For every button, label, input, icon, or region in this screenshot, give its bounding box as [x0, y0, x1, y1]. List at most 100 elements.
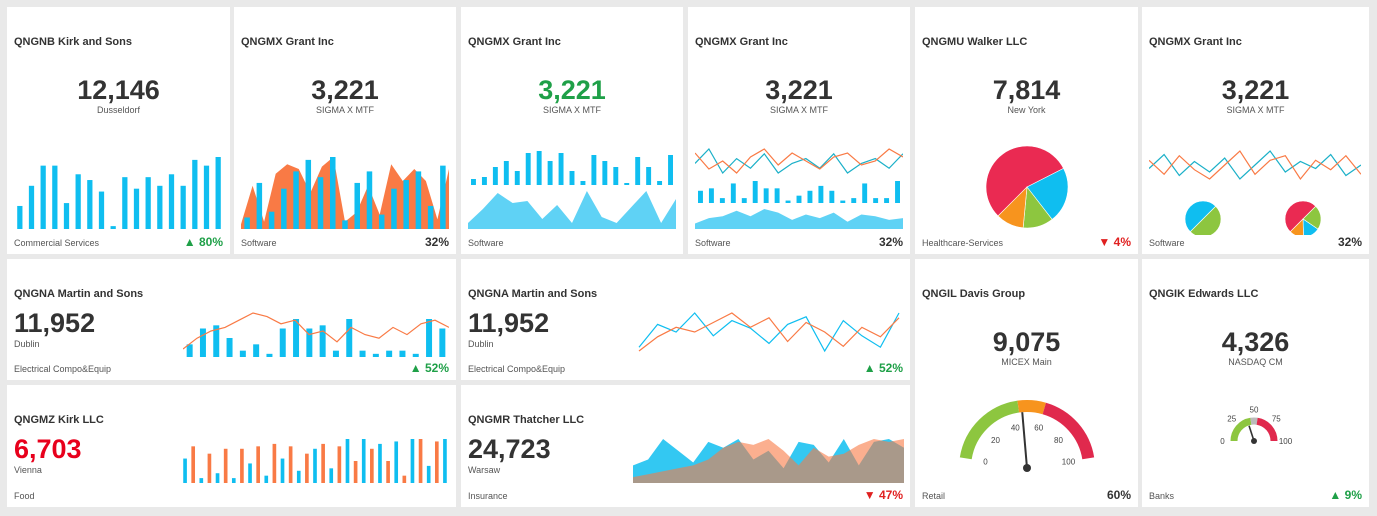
bar — [305, 453, 309, 483]
bar — [52, 165, 58, 229]
bar — [332, 350, 339, 357]
bar — [439, 328, 446, 357]
bar — [168, 174, 175, 229]
kpi-tile[interactable]: QNGMZ Kirk LLC 6,703 Vienna Food — [7, 385, 456, 507]
kpi-tile[interactable]: QNGNB Kirk and Sons 12,146 Dusseldorf Co… — [7, 7, 230, 254]
bar — [145, 177, 151, 229]
bar — [345, 439, 350, 483]
tile-title: QNGMZ Kirk LLC — [14, 414, 104, 426]
tile-value: 12,146 — [77, 75, 160, 105]
bar — [646, 167, 652, 185]
tile-change: 60% — [1106, 488, 1131, 502]
bar — [203, 165, 210, 229]
bar — [264, 475, 269, 483]
tile-value: 24,723 — [468, 434, 551, 464]
bar — [272, 443, 277, 483]
gauge-tick-label: 25 — [1227, 415, 1236, 424]
bar — [741, 198, 747, 203]
tile-value: 6,703 — [14, 434, 82, 464]
pie-chart — [985, 145, 1069, 229]
bar — [774, 188, 780, 203]
gauge-tick-label: 75 — [1272, 415, 1281, 424]
line-series — [1149, 150, 1361, 181]
trend-down-icon: ▼ — [1098, 235, 1111, 249]
kpi-tile[interactable]: QNGMX Grant Inc 3,221 SIGMA X MTF Softwa… — [234, 7, 456, 254]
gauge-tick-label: 100 — [1062, 457, 1076, 466]
bar — [17, 205, 23, 229]
sparkline-chart — [17, 157, 221, 229]
bar — [440, 165, 446, 229]
bar — [279, 328, 286, 357]
pie-slice — [1026, 167, 1069, 220]
bar — [330, 157, 336, 229]
bar — [354, 182, 360, 229]
tile-category: Healthcare-Services — [922, 238, 1004, 248]
bar — [192, 159, 198, 229]
bar — [240, 448, 244, 483]
tile-subtitle: Dusseldorf — [96, 105, 141, 115]
bar — [133, 188, 140, 229]
bar — [471, 179, 476, 185]
sparkline-chart — [468, 151, 676, 229]
tile-change: ▼ 4% — [1098, 235, 1131, 249]
kpi-tile[interactable]: QNGIK Edwards LLC 4,326 NASDAQ CM 0 25 50 7… — [1142, 259, 1369, 507]
tile-category: Software — [241, 238, 277, 248]
bar — [624, 183, 630, 185]
bar — [492, 167, 498, 185]
tile-change: ▲ 9% — [1329, 488, 1362, 502]
bar — [346, 319, 353, 357]
tile-value: 3,221 — [1221, 75, 1290, 105]
bar — [280, 458, 285, 483]
bar — [386, 350, 393, 357]
kpi-tile[interactable]: QNGMU Walker LLC 7,814 New York Healthca… — [915, 7, 1138, 254]
bar — [305, 159, 312, 229]
bar — [353, 461, 358, 483]
bar — [851, 198, 857, 203]
bar — [329, 468, 334, 483]
bar — [591, 155, 597, 185]
bar — [213, 325, 220, 357]
bar — [110, 226, 116, 229]
bar — [288, 446, 293, 483]
bar — [361, 439, 366, 483]
bar — [668, 155, 673, 185]
bar — [75, 174, 81, 229]
tile-change: ▲ 52% — [409, 361, 449, 375]
bar — [256, 446, 260, 483]
pie-slice — [1289, 218, 1304, 235]
line-series — [695, 148, 903, 174]
gauge-tick-label: 0 — [1220, 437, 1225, 446]
bar — [268, 211, 275, 229]
sparkline-chart — [241, 157, 449, 229]
tile-subtitle: New York — [1007, 105, 1046, 115]
pie-slice — [1189, 205, 1222, 235]
kpi-tile[interactable]: QNGMX Grant Inc 3,221 SIGMA X MTF Softwa… — [688, 7, 910, 254]
kpi-tile[interactable]: QNGIL Davis Group 9,075 MICEX Main 0 20 40… — [915, 259, 1138, 507]
tile-change: ▼ 47% — [863, 488, 903, 502]
bar — [558, 153, 564, 185]
bar — [28, 185, 35, 229]
gauge-tick-label: 60 — [1034, 424, 1043, 433]
kpi-tile[interactable]: QNGNA Martin and Sons 11,952 Dublin Elec… — [461, 259, 910, 380]
bar — [63, 203, 70, 229]
trend-down-icon: ▼ — [863, 488, 876, 502]
sparkline-chart — [183, 439, 447, 483]
kpi-tile[interactable]: QNGNA Martin and Sons 11,952 Dublin Elec… — [7, 259, 456, 380]
tile-subtitle: SIGMA X MTF — [1226, 105, 1285, 115]
bar — [122, 177, 128, 229]
bar — [752, 181, 758, 203]
tile-subtitle: SIGMA X MTF — [769, 105, 828, 115]
gauge-band — [1017, 400, 1046, 415]
bar — [427, 205, 434, 229]
bar — [386, 461, 390, 483]
bar — [186, 344, 193, 357]
line-series — [695, 148, 903, 174]
tile-category: Food — [14, 491, 35, 501]
line-series — [183, 312, 449, 350]
gauge-tick-label: 100 — [1279, 437, 1293, 446]
bar — [547, 161, 553, 185]
kpi-tile[interactable]: QNGMX Grant Inc 3,221 SIGMA X MTF Softwa… — [461, 7, 683, 254]
kpi-tile[interactable]: QNGMR Thatcher LLC 24,723 Warsaw Insuran… — [461, 385, 910, 507]
bar — [215, 473, 220, 483]
kpi-tile[interactable]: QNGMX Grant Inc 3,221 SIGMA X MTF Softwa… — [1142, 7, 1369, 254]
